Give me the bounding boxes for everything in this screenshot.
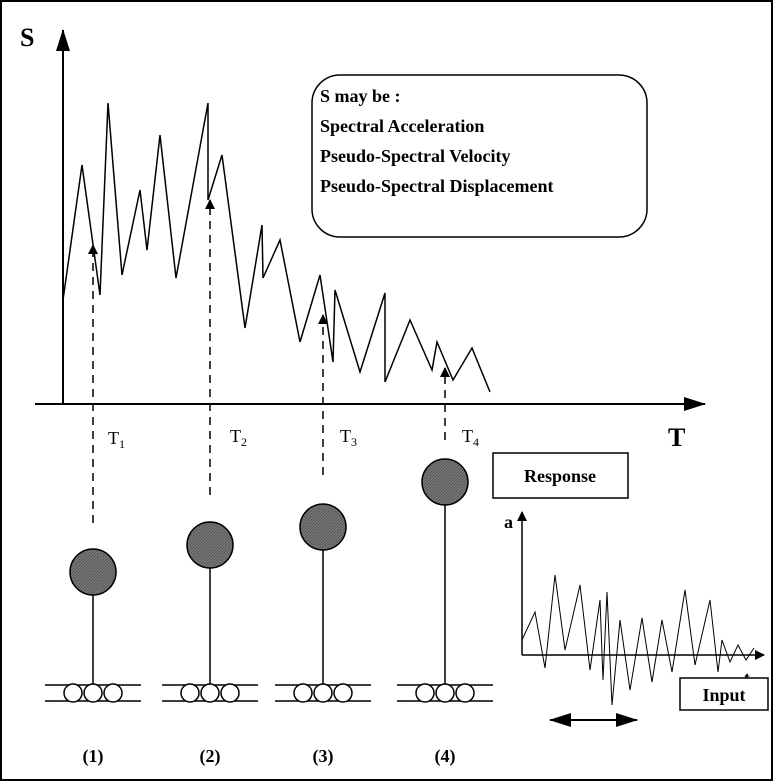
roller [293,683,313,703]
roller [455,683,475,703]
roller [200,683,220,703]
pendulum-mass [421,458,469,506]
period-label: T4 [462,426,479,449]
roller [435,683,455,703]
roller [83,683,103,703]
note-line: Spectral Acceleration [320,116,484,136]
y-axis-label: S [20,23,34,52]
spectrum-curve [62,102,491,393]
roller [333,683,353,703]
period-label: T1 [108,428,125,451]
note-line: Pseudo-Spectral Displacement [320,176,553,196]
response-box [492,452,629,499]
roller [63,683,83,703]
roller [313,683,333,703]
roller [103,683,123,703]
period-label: T3 [340,426,357,449]
roller [180,683,200,703]
input-label: Input [702,685,745,705]
period-label: T2 [230,426,247,449]
note-box [311,74,648,238]
oscillator-label: (1) [83,746,104,767]
pendulum-mass [69,548,117,596]
roller [220,683,240,703]
response-label: Response [524,466,596,486]
note-line: Pseudo-Spectral Velocity [320,146,511,166]
note-line: S may be : [320,86,401,106]
pendulum-mass [186,521,234,569]
inset-y-label: a [504,512,513,532]
pendulum-mass [299,503,347,551]
oscillator-label: (3) [313,746,334,767]
response-signal [521,574,755,706]
oscillator-label: (4) [435,746,456,767]
x-axis-label: T [668,423,685,452]
roller [415,683,435,703]
input-box [679,677,769,711]
oscillator-label: (2) [200,746,221,767]
